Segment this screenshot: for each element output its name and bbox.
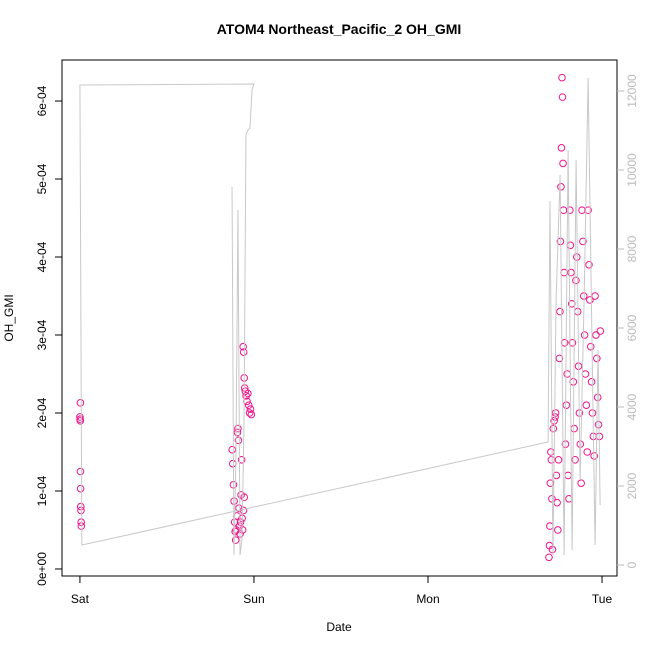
point bbox=[76, 413, 84, 421]
point bbox=[549, 424, 558, 433]
point bbox=[241, 387, 250, 395]
point bbox=[547, 448, 555, 456]
y-tick-label: 6e-04 bbox=[35, 85, 49, 116]
point bbox=[581, 370, 590, 378]
x-tick-label: Sat bbox=[71, 592, 90, 606]
y2-tick-label: 12000 bbox=[625, 74, 639, 108]
point bbox=[554, 455, 563, 464]
point bbox=[586, 342, 595, 351]
point bbox=[562, 401, 571, 409]
point bbox=[557, 144, 566, 152]
y-axis-label: OH_GMI bbox=[2, 294, 16, 341]
y-tick-label: 3e-04 bbox=[35, 319, 49, 350]
y-tick-label: 4e-04 bbox=[35, 241, 49, 272]
point bbox=[567, 268, 575, 277]
point bbox=[548, 494, 556, 503]
point bbox=[556, 307, 564, 316]
point bbox=[555, 354, 564, 363]
point bbox=[580, 331, 589, 339]
point bbox=[576, 440, 585, 448]
point bbox=[588, 409, 597, 417]
y2-tick-label: 6000 bbox=[625, 314, 639, 341]
y-tick-label: 2e-04 bbox=[35, 397, 49, 428]
chart-title: ATOM4 Northeast_Pacific_2 OH_GMI bbox=[217, 21, 462, 37]
point bbox=[563, 370, 572, 378]
point bbox=[234, 436, 243, 445]
point bbox=[591, 292, 599, 300]
y2-tick-label: 4000 bbox=[625, 393, 639, 420]
point bbox=[558, 73, 566, 82]
point bbox=[242, 392, 250, 400]
y2-tick-label: 2000 bbox=[625, 472, 639, 499]
point bbox=[76, 502, 85, 511]
y-tick-label: 1e-04 bbox=[35, 475, 49, 506]
point bbox=[582, 401, 591, 409]
point bbox=[239, 348, 248, 356]
point bbox=[231, 536, 240, 544]
x-tick-label: Tue bbox=[592, 592, 613, 606]
point bbox=[559, 206, 568, 215]
point bbox=[560, 339, 569, 347]
point bbox=[558, 93, 567, 101]
point bbox=[554, 526, 562, 534]
point bbox=[239, 342, 247, 351]
point bbox=[570, 424, 578, 433]
point bbox=[583, 448, 592, 456]
point bbox=[237, 455, 246, 464]
y2-tick-label: 10000 bbox=[625, 153, 639, 187]
point bbox=[246, 405, 255, 413]
y-tick-label: 0e+00 bbox=[35, 552, 49, 586]
point bbox=[551, 409, 560, 417]
point bbox=[236, 518, 245, 526]
point bbox=[552, 471, 561, 480]
point bbox=[559, 159, 567, 168]
point bbox=[545, 553, 553, 562]
point bbox=[247, 410, 256, 419]
point bbox=[553, 498, 561, 507]
x-axis-label: Date bbox=[326, 620, 352, 634]
point bbox=[579, 237, 587, 246]
x-tick-label: Mon bbox=[416, 592, 439, 606]
point bbox=[228, 459, 237, 468]
point bbox=[577, 479, 585, 487]
point bbox=[585, 261, 593, 269]
point bbox=[584, 206, 592, 215]
point bbox=[568, 339, 577, 347]
point bbox=[546, 522, 554, 530]
point bbox=[240, 493, 249, 502]
point bbox=[596, 327, 605, 335]
point bbox=[586, 296, 594, 304]
point bbox=[77, 506, 85, 515]
point bbox=[566, 206, 574, 215]
point bbox=[233, 428, 242, 437]
point bbox=[234, 424, 242, 433]
point bbox=[547, 455, 556, 464]
point bbox=[245, 409, 254, 417]
point bbox=[587, 377, 596, 386]
point bbox=[244, 401, 253, 409]
point bbox=[76, 467, 85, 476]
point bbox=[593, 354, 601, 363]
x-tick-label: Sun bbox=[243, 592, 264, 606]
y2-tick-label: 0 bbox=[625, 561, 639, 568]
point bbox=[77, 518, 85, 526]
point bbox=[572, 276, 580, 285]
point bbox=[564, 471, 572, 480]
point bbox=[566, 241, 575, 250]
point bbox=[76, 484, 85, 493]
y-tick-label: 5e-04 bbox=[35, 163, 49, 194]
point bbox=[228, 445, 237, 454]
line-series bbox=[79, 78, 601, 556]
point bbox=[592, 331, 600, 339]
point bbox=[557, 183, 565, 191]
point bbox=[76, 399, 85, 407]
y2-tick-label: 8000 bbox=[625, 235, 639, 262]
point bbox=[76, 416, 85, 425]
plot-box bbox=[61, 59, 618, 577]
point bbox=[571, 455, 579, 464]
point bbox=[231, 527, 239, 536]
